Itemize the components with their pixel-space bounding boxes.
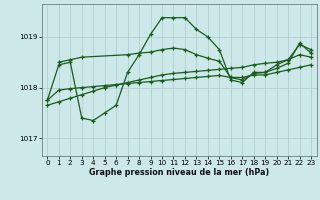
X-axis label: Graphe pression niveau de la mer (hPa): Graphe pression niveau de la mer (hPa) (89, 168, 269, 177)
